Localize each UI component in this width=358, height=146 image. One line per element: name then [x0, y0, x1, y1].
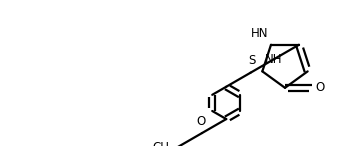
Text: O: O [316, 81, 325, 94]
Text: S: S [248, 54, 255, 67]
Text: HN: HN [251, 27, 268, 40]
Text: CH₃: CH₃ [152, 141, 174, 146]
Text: O: O [197, 115, 205, 128]
Text: NH: NH [265, 53, 283, 66]
